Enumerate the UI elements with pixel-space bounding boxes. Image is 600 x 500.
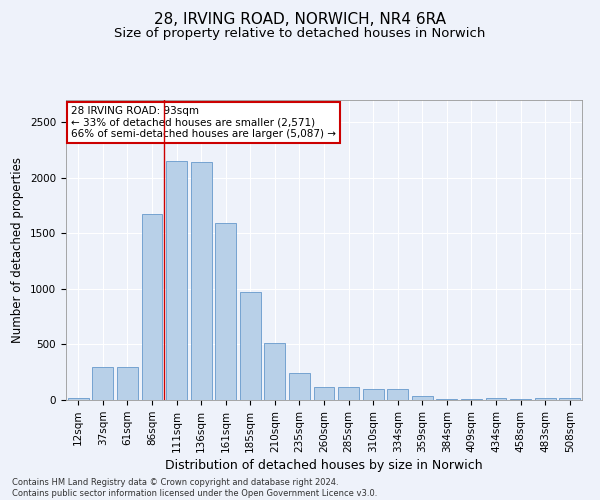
Text: Size of property relative to detached houses in Norwich: Size of property relative to detached ho… bbox=[115, 28, 485, 40]
Bar bbox=[362, 390, 383, 400]
Bar bbox=[142, 214, 163, 400]
Y-axis label: Number of detached properties: Number of detached properties bbox=[11, 157, 25, 343]
X-axis label: Distribution of detached houses by size in Norwich: Distribution of detached houses by size … bbox=[165, 459, 483, 472]
Bar bbox=[240, 292, 261, 400]
Bar bbox=[412, 396, 433, 400]
Bar bbox=[485, 398, 506, 400]
Bar bbox=[387, 390, 408, 400]
Bar bbox=[166, 161, 187, 400]
Bar bbox=[68, 398, 89, 400]
Bar bbox=[117, 367, 138, 400]
Bar bbox=[338, 387, 359, 400]
Bar bbox=[92, 367, 113, 400]
Bar bbox=[191, 162, 212, 400]
Text: 28, IRVING ROAD, NORWICH, NR4 6RA: 28, IRVING ROAD, NORWICH, NR4 6RA bbox=[154, 12, 446, 28]
Bar bbox=[265, 344, 286, 400]
Bar bbox=[215, 224, 236, 400]
Bar bbox=[559, 398, 580, 400]
Bar bbox=[535, 398, 556, 400]
Text: Contains HM Land Registry data © Crown copyright and database right 2024.
Contai: Contains HM Land Registry data © Crown c… bbox=[12, 478, 377, 498]
Bar bbox=[436, 399, 457, 400]
Bar bbox=[314, 386, 334, 400]
Bar bbox=[289, 373, 310, 400]
Text: 28 IRVING ROAD: 93sqm
← 33% of detached houses are smaller (2,571)
66% of semi-d: 28 IRVING ROAD: 93sqm ← 33% of detached … bbox=[71, 106, 336, 139]
